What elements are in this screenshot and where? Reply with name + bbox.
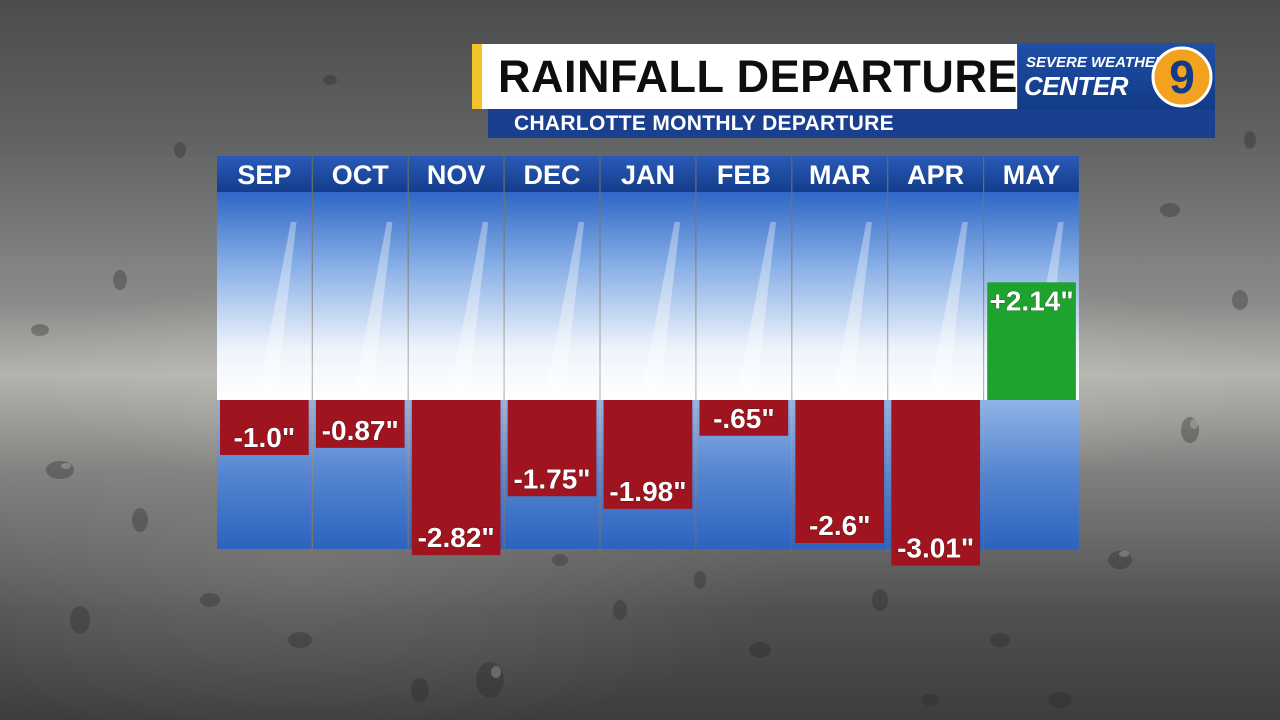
value-label-may: +2.14" xyxy=(989,285,1073,316)
column-sheen xyxy=(352,222,393,400)
bar-dec xyxy=(507,400,597,497)
column-upper-panel xyxy=(408,192,504,400)
column-upper-panel xyxy=(217,192,312,400)
bar-oct xyxy=(315,400,405,448)
column-sheen xyxy=(544,222,585,400)
value-label-oct: -0.87" xyxy=(322,415,399,446)
column-sheen xyxy=(256,222,297,400)
month-label: NOV xyxy=(427,160,486,190)
column-header xyxy=(984,156,1079,192)
logo-text-line2: CENTER xyxy=(1024,71,1128,101)
column-header xyxy=(888,156,983,192)
month-label: MAY xyxy=(1003,160,1061,190)
column-header xyxy=(217,156,312,192)
column-header xyxy=(312,156,408,192)
month-label: FEB xyxy=(717,160,771,190)
month-label: APR xyxy=(907,160,964,190)
value-label-feb: -.65" xyxy=(713,403,775,434)
column-sheen xyxy=(448,222,489,400)
bar-nov xyxy=(411,400,501,556)
month-label: DEC xyxy=(524,160,581,190)
bar-jan xyxy=(603,400,693,509)
value-label-apr: -3.01" xyxy=(897,533,974,564)
column-sheen xyxy=(928,222,968,400)
subtitle-banner: CHARLOTTE MONTHLY DEPARTURE xyxy=(488,109,1215,138)
value-label-jan: -1.98" xyxy=(609,476,686,507)
month-column-sep xyxy=(217,156,312,549)
column-sheen xyxy=(736,222,777,400)
chart-subtitle: CHARLOTTE MONTHLY DEPARTURE xyxy=(514,111,894,135)
column-header xyxy=(696,156,792,192)
month-label: JAN xyxy=(621,160,675,190)
logo-number: 9 xyxy=(1169,51,1195,103)
value-label-nov: -2.82" xyxy=(418,522,495,553)
column-lower-panel xyxy=(984,400,1079,549)
bar-sep xyxy=(220,400,309,455)
bar-feb xyxy=(699,400,789,436)
column-upper-panel xyxy=(888,192,983,400)
column-header xyxy=(408,156,504,192)
value-label-sep: -1.0" xyxy=(234,422,296,453)
month-column-oct xyxy=(312,156,408,549)
bar-apr xyxy=(891,400,980,566)
column-upper-panel xyxy=(696,192,792,400)
column-upper-panel xyxy=(312,192,408,400)
month-label: MAR xyxy=(809,160,871,190)
column-sheen xyxy=(640,222,681,400)
column-header xyxy=(504,156,600,192)
title-banner: RAINFALL DEPARTURE xyxy=(472,44,1017,109)
month-column-feb xyxy=(696,156,792,549)
column-upper-panel xyxy=(600,192,696,400)
bar-mar xyxy=(795,400,885,543)
logo-text-line1: SEVERE WEATHER xyxy=(1026,54,1166,71)
column-sheen xyxy=(832,222,872,400)
column-upper-panel xyxy=(792,192,888,400)
column-header xyxy=(600,156,696,192)
column-upper-panel xyxy=(504,192,600,400)
chart-title: RAINFALL DEPARTURE xyxy=(498,50,1018,102)
month-label: OCT xyxy=(332,160,390,190)
column-header xyxy=(792,156,888,192)
station-logo: SEVERE WEATHER CENTER 9 xyxy=(1018,43,1215,110)
month-label: SEP xyxy=(237,160,291,190)
channel-9-emblem: 9 xyxy=(1151,46,1213,108)
value-label-dec: -1.75" xyxy=(513,463,590,494)
value-label-mar: -2.6" xyxy=(809,510,871,541)
bar-may xyxy=(987,282,1076,400)
